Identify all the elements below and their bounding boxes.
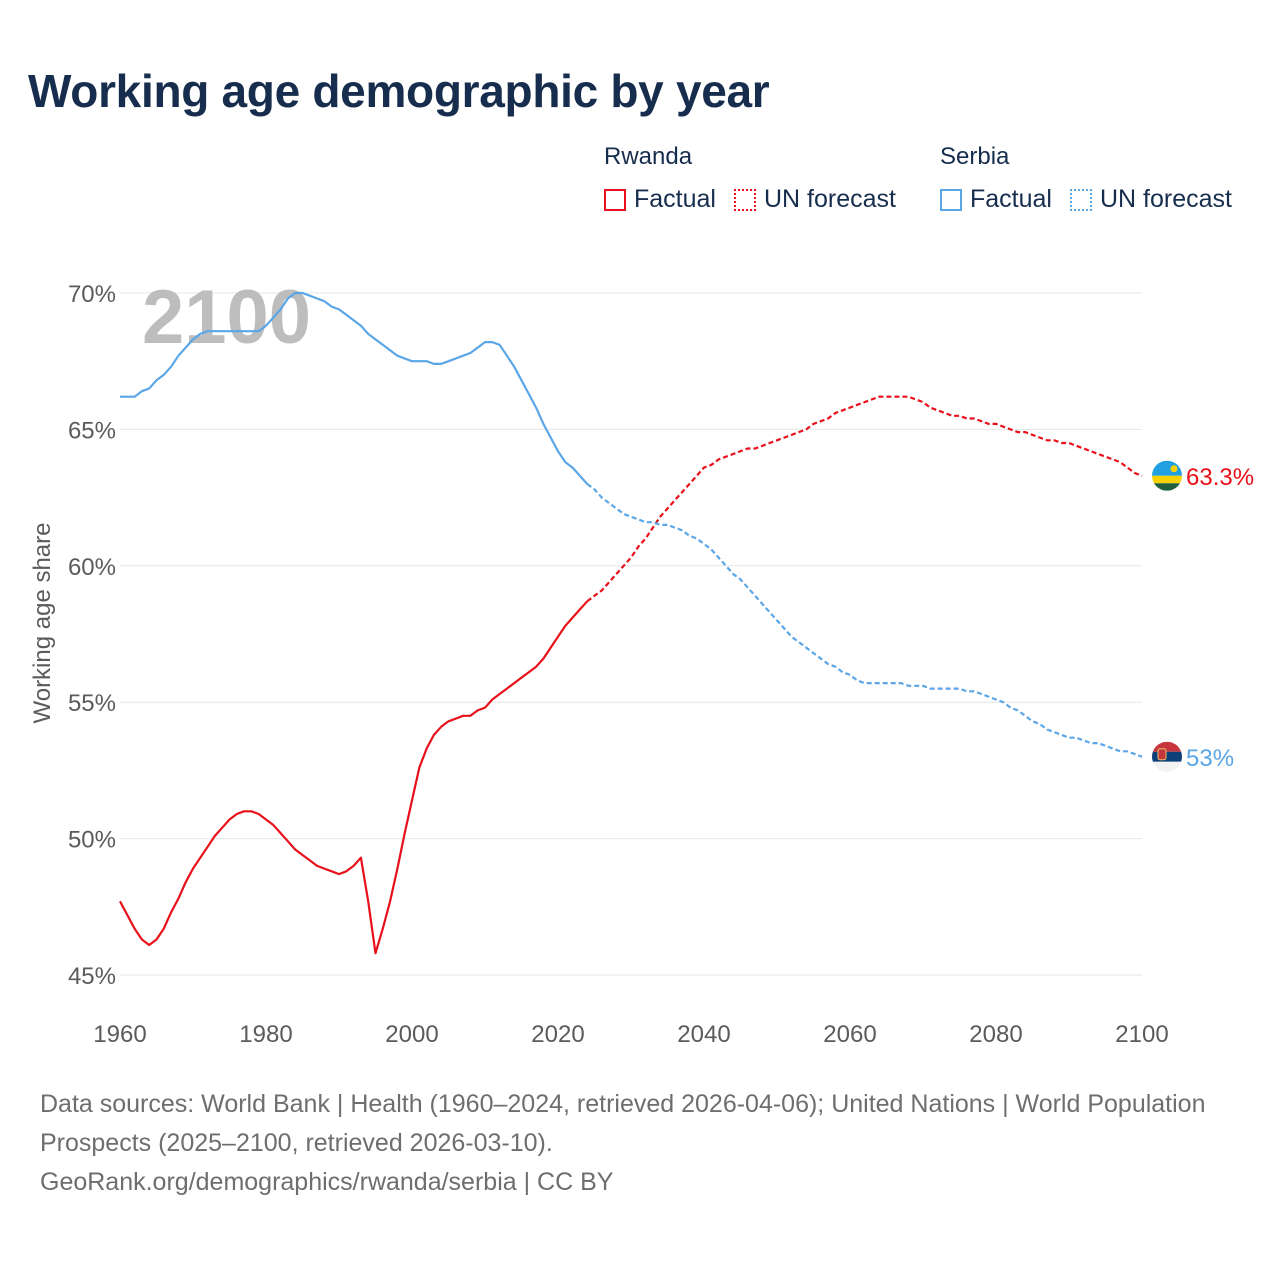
serbia-flag-icon <box>1152 741 1182 772</box>
y-tick-label: 45% <box>68 963 116 990</box>
y-axis-label: Working age share <box>29 523 56 724</box>
legend-country-rwanda: Rwanda <box>604 143 693 170</box>
x-axis-ticks: 1960 1980 2000 2020 2040 2060 2080 2100 <box>93 1021 1168 1048</box>
y-tick-label: 55% <box>68 690 116 717</box>
legend-serbia-forecast[interactable]: UN forecast <box>1069 185 1232 214</box>
serbia-forecast-line[interactable] <box>586 483 1143 758</box>
rwanda-flag-icon <box>1152 460 1182 491</box>
x-tick-label: 2000 <box>385 1021 438 1048</box>
legend-swatch-solid-icon <box>604 188 626 211</box>
x-tick-label: 2100 <box>1115 1021 1168 1048</box>
legend-swatch-dotted-icon <box>1069 188 1092 211</box>
legend-rwanda-factual[interactable]: Factual <box>604 185 716 214</box>
year-watermark: 2100 <box>142 275 311 360</box>
y-tick-label: 70% <box>68 281 116 308</box>
rwanda-factual-line[interactable] <box>119 600 589 955</box>
legend-label: Factual <box>970 185 1052 213</box>
rwanda-end-label: 63.3% <box>1186 464 1254 491</box>
x-tick-label: 2020 <box>531 1021 584 1048</box>
legend-swatch-solid-icon <box>940 188 962 211</box>
legend-country-serbia: Serbia <box>940 143 1010 170</box>
gridlines <box>120 292 1142 976</box>
series-lines <box>119 291 1143 955</box>
legend-rwanda-forecast[interactable]: UN forecast <box>733 185 896 214</box>
legend-label: Factual <box>634 185 716 213</box>
y-tick-label: 50% <box>68 827 116 854</box>
x-tick-label: 1980 <box>239 1021 292 1048</box>
x-tick-label: 2060 <box>823 1021 876 1048</box>
legend-swatch-dotted-icon <box>733 188 756 211</box>
rwanda-forecast-line[interactable] <box>586 395 1143 603</box>
footer: Data sources: World Bank | Health (1960–… <box>40 1085 1240 1202</box>
legend-label: UN forecast <box>763 185 896 213</box>
line-chart: 2100 45% 50% 55% 60% 65% 70% 1960 1980 2000 2020… <box>29 275 1254 1048</box>
credit-link[interactable]: GeoRank.org/demographics/rwanda/serbia |… <box>40 1168 614 1196</box>
x-tick-label: 2040 <box>677 1021 730 1048</box>
legend-label: UN forecast <box>1099 185 1232 213</box>
serbia-factual-line[interactable] <box>120 291 589 485</box>
end-markers: 63.3% 53% <box>1152 460 1254 772</box>
legend-serbia: Serbia Factual UN forecast <box>940 143 1250 214</box>
serbia-end-label: 53% <box>1186 745 1234 772</box>
x-tick-label: 2080 <box>969 1021 1022 1048</box>
y-tick-label: 65% <box>68 417 116 444</box>
legend-serbia-factual[interactable]: Factual <box>940 185 1052 214</box>
legend-rwanda: Rwanda Factual UN forecast <box>604 143 914 214</box>
y-tick-label: 60% <box>68 554 116 581</box>
x-tick-label: 1960 <box>93 1021 146 1048</box>
data-sources: Data sources: World Bank | Health (1960–… <box>40 1090 1206 1157</box>
y-axis-ticks: 45% 50% 55% 60% 65% 70% <box>68 281 116 990</box>
chart-title: Working age demographic by year <box>28 65 770 117</box>
